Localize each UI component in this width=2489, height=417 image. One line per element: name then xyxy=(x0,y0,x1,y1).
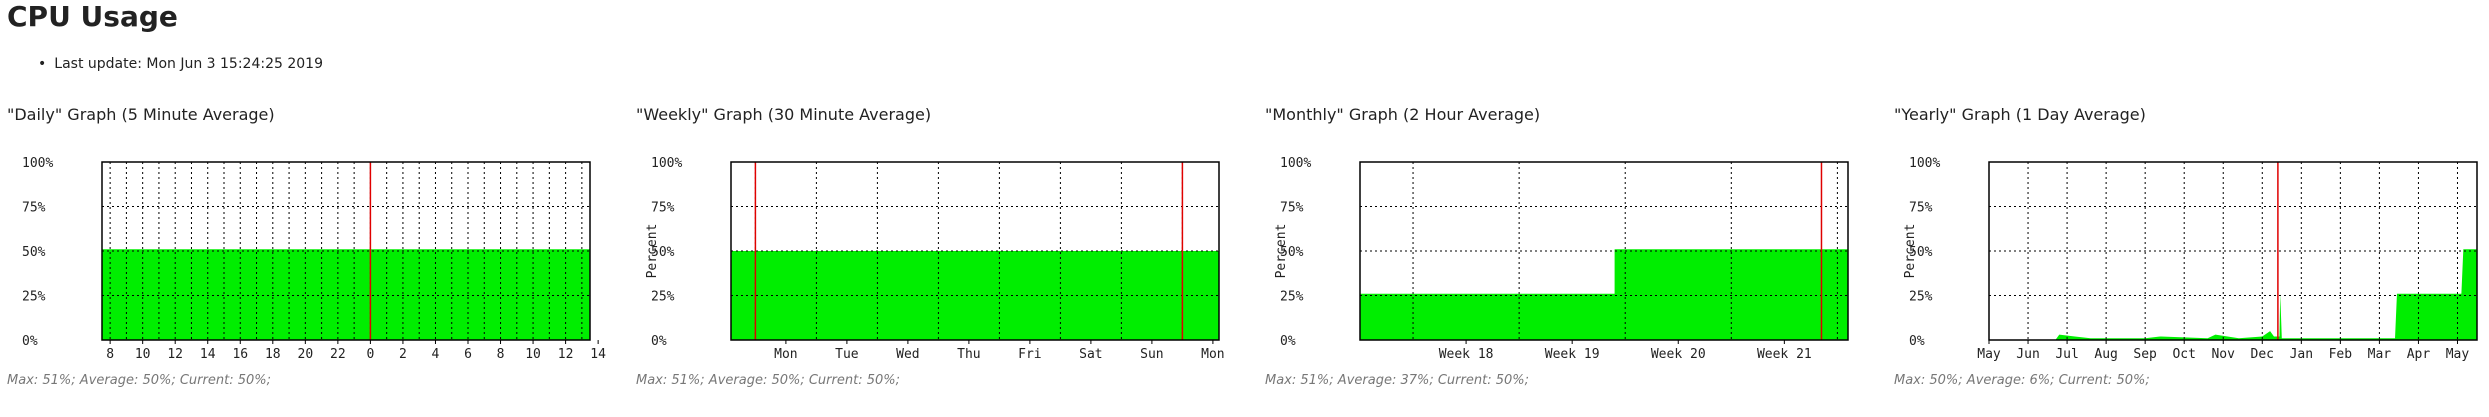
x-tick-label: Thu xyxy=(957,347,980,362)
data-area xyxy=(1360,249,1848,340)
x-tick-label: 20 xyxy=(298,347,314,362)
x-tick-label: 14 xyxy=(590,347,606,362)
y-tick-label: 50% xyxy=(1909,245,1933,260)
x-tick-label: Dec xyxy=(2251,347,2274,362)
x-tick-label: 10 xyxy=(525,347,541,362)
x-tick-label: 12 xyxy=(167,347,183,362)
x-tick-label: Jan xyxy=(2290,347,2313,362)
x-tick-label: 22 xyxy=(330,347,346,362)
daily-graph-chart: 0% 25% 50% 75% 100% 8 10 12 14 16 18 20 22 0 2 4 6 8 10 12 1… xyxy=(22,156,606,362)
y-tick-label: 50% xyxy=(651,245,675,260)
x-tick-label: 8 xyxy=(497,347,505,362)
y-axis-label: Percent xyxy=(645,224,660,279)
y-tick-label: 75% xyxy=(22,201,46,216)
y-tick-label: 100% xyxy=(651,156,682,171)
y-tick-label: 100% xyxy=(22,156,53,171)
update-list: Last update: Mon Jun 3 15:24:25 2019 xyxy=(38,56,323,72)
x-tick-label: Sep xyxy=(2133,347,2157,362)
plot-border xyxy=(730,161,1220,341)
weekly-graph-title: "Weekly" Graph (30 Minute Average) xyxy=(636,105,932,124)
x-tick-label: Tue xyxy=(835,347,859,362)
y-tick-label: 75% xyxy=(651,201,675,216)
x-tick-label: Week 20 xyxy=(1651,347,1706,362)
yearly-graph-chart: 0% 25% 50% 75% 100% May Jun Jul Aug Sep Oct Nov Dec J… xyxy=(1903,156,2478,362)
x-tick-label: Jul xyxy=(2055,347,2078,362)
x-tick-label: Mar xyxy=(2368,347,2392,362)
y-axis-label: Percent xyxy=(1903,224,1918,279)
x-tick-label: Mon xyxy=(774,347,797,362)
daily-graph-title: "Daily" Graph (5 Minute Average) xyxy=(7,105,275,124)
x-tick-label: 18 xyxy=(265,347,281,362)
y-tick-label: 50% xyxy=(1280,245,1304,260)
yearly-graph-stats: Max: 50%; Average: 6%; Current: 50%; xyxy=(1894,373,2150,388)
y-tick-label: 100% xyxy=(1909,156,1940,171)
plot-border xyxy=(1359,161,1849,341)
x-tick-label: Wed xyxy=(896,347,919,362)
data-area xyxy=(1989,249,2477,340)
last-update-text: Last update: Mon Jun 3 15:24:25 2019 xyxy=(38,56,323,72)
x-tick-label: Fri xyxy=(1018,347,1041,362)
x-tick-label: Nov xyxy=(2211,347,2235,362)
data-area xyxy=(731,251,1219,340)
y-axis-label: Percent xyxy=(1274,224,1289,279)
monthly-graph: "Monthly" Graph (2 Hour Average) 0% 25% 50… xyxy=(1265,105,1875,405)
x-tick-label: 6 xyxy=(464,347,472,362)
daily-graph-stats: Max: 51%; Average: 50%; Current: 50%; xyxy=(7,373,271,388)
x-tick-label: May xyxy=(2446,347,2470,362)
y-tick-label: 100% xyxy=(1280,156,1311,171)
x-tick-label: May xyxy=(1977,347,2001,362)
y-tick-label: 25% xyxy=(22,290,46,305)
y-tick-label: 25% xyxy=(1909,290,1933,305)
plot-border xyxy=(101,161,591,341)
x-tick-label: Week 19 xyxy=(1545,347,1600,362)
x-tick-label: Apr xyxy=(2407,347,2431,362)
plot-border xyxy=(1988,161,2478,341)
y-tick-label: 0% xyxy=(1280,334,1296,349)
x-tick-label: Jun xyxy=(2016,347,2039,362)
y-tick-label: 0% xyxy=(1909,334,1925,349)
x-tick-label: Oct xyxy=(2172,347,2195,362)
y-tick-label: 25% xyxy=(651,290,675,305)
y-tick-label: 0% xyxy=(22,334,38,349)
y-tick-label: 25% xyxy=(1280,290,1304,305)
monthly-graph-chart: 0% 25% 50% 75% 100% Week 18 Week 19 Week 20 Week… xyxy=(1274,156,1849,362)
x-tick-label: Week 21 xyxy=(1757,347,1812,362)
daily-graph: "Daily" Graph (5 Minute Average) 0% 25% 50… xyxy=(7,105,617,405)
y-tick-label: 0% xyxy=(651,334,667,349)
x-tick-label: 8 xyxy=(106,347,114,362)
x-tick-label: 12 xyxy=(558,347,574,362)
x-tick-label: 0 xyxy=(366,347,374,362)
weekly-graph-chart: 0% 25% 50% 75% 100% Mon Tue Wed Thu Fri Sat Sun Mon P… xyxy=(645,156,1225,362)
weekly-graph-stats: Max: 51%; Average: 50%; Current: 50%; xyxy=(636,373,900,388)
x-tick-label: 4 xyxy=(432,347,440,362)
x-tick-label: 16 xyxy=(232,347,248,362)
x-tick-label: 14 xyxy=(200,347,216,362)
x-tick-label: Sun xyxy=(1140,347,1163,362)
x-tick-label: Aug xyxy=(2094,347,2117,362)
x-tick-label: Week 18 xyxy=(1439,347,1494,362)
y-tick-label: 75% xyxy=(1280,201,1304,216)
monthly-graph-stats: Max: 51%; Average: 37%; Current: 50%; xyxy=(1265,373,1529,388)
yearly-graph: "Yearly" Graph (1 Day Average) 0% 25% 50% 7… xyxy=(1894,105,2489,405)
x-tick-label: Feb xyxy=(2329,347,2353,362)
x-tick-label: 2 xyxy=(399,347,407,362)
x-tick-label: Sat xyxy=(1079,347,1102,362)
x-tick-label: Mon xyxy=(1201,347,1224,362)
monthly-graph-title: "Monthly" Graph (2 Hour Average) xyxy=(1265,105,1541,124)
yearly-graph-title: "Yearly" Graph (1 Day Average) xyxy=(1894,105,2146,124)
y-tick-label: 50% xyxy=(22,245,46,260)
x-tick-label: 10 xyxy=(135,347,151,362)
weekly-graph: "Weekly" Graph (30 Minute Average) 0% 25%… xyxy=(636,105,1246,405)
page-title: CPU Usage xyxy=(7,0,178,33)
y-tick-label: 75% xyxy=(1909,201,1933,216)
